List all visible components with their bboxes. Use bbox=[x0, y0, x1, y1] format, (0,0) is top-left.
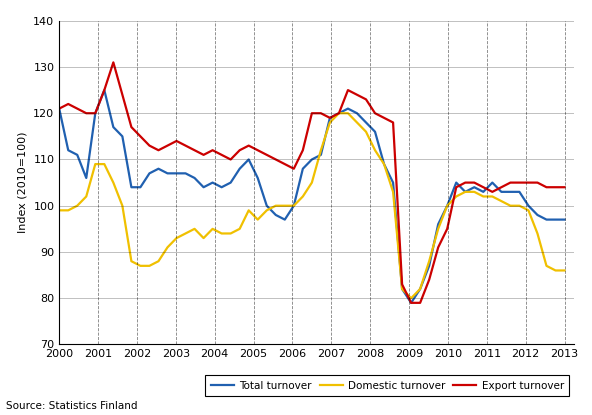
Export turnover bbox=[73, 106, 81, 111]
Total turnover bbox=[281, 217, 288, 222]
Domestic turnover bbox=[426, 259, 433, 264]
Total turnover bbox=[73, 152, 81, 157]
Export turnover bbox=[110, 60, 117, 65]
Line: Total turnover: Total turnover bbox=[59, 90, 565, 303]
Export turnover bbox=[83, 111, 90, 116]
Y-axis label: Index (2010=100): Index (2010=100) bbox=[18, 132, 28, 233]
Total turnover bbox=[426, 264, 433, 269]
Total turnover bbox=[101, 88, 108, 93]
Total turnover bbox=[83, 176, 90, 181]
Domestic turnover bbox=[56, 208, 63, 213]
Domestic turnover bbox=[417, 286, 424, 291]
Domestic turnover bbox=[407, 296, 414, 301]
Export turnover bbox=[56, 106, 63, 111]
Text: Source: Statistics Finland: Source: Statistics Finland bbox=[6, 401, 137, 411]
Total turnover bbox=[407, 300, 414, 305]
Export turnover bbox=[200, 152, 207, 157]
Legend: Total turnover, Domestic turnover, Export turnover: Total turnover, Domestic turnover, Expor… bbox=[205, 375, 569, 396]
Domestic turnover bbox=[336, 111, 343, 116]
Domestic turnover bbox=[272, 203, 279, 208]
Total turnover bbox=[561, 217, 568, 222]
Line: Export turnover: Export turnover bbox=[59, 62, 565, 303]
Export turnover bbox=[417, 300, 424, 305]
Domestic turnover bbox=[83, 194, 90, 199]
Total turnover bbox=[56, 106, 63, 111]
Export turnover bbox=[561, 185, 568, 190]
Export turnover bbox=[407, 300, 414, 305]
Domestic turnover bbox=[73, 203, 81, 208]
Line: Domestic turnover: Domestic turnover bbox=[59, 113, 565, 298]
Export turnover bbox=[426, 277, 433, 282]
Domestic turnover bbox=[191, 226, 198, 231]
Domestic turnover bbox=[561, 268, 568, 273]
Export turnover bbox=[281, 161, 288, 166]
Total turnover bbox=[200, 185, 207, 190]
Total turnover bbox=[417, 286, 424, 291]
